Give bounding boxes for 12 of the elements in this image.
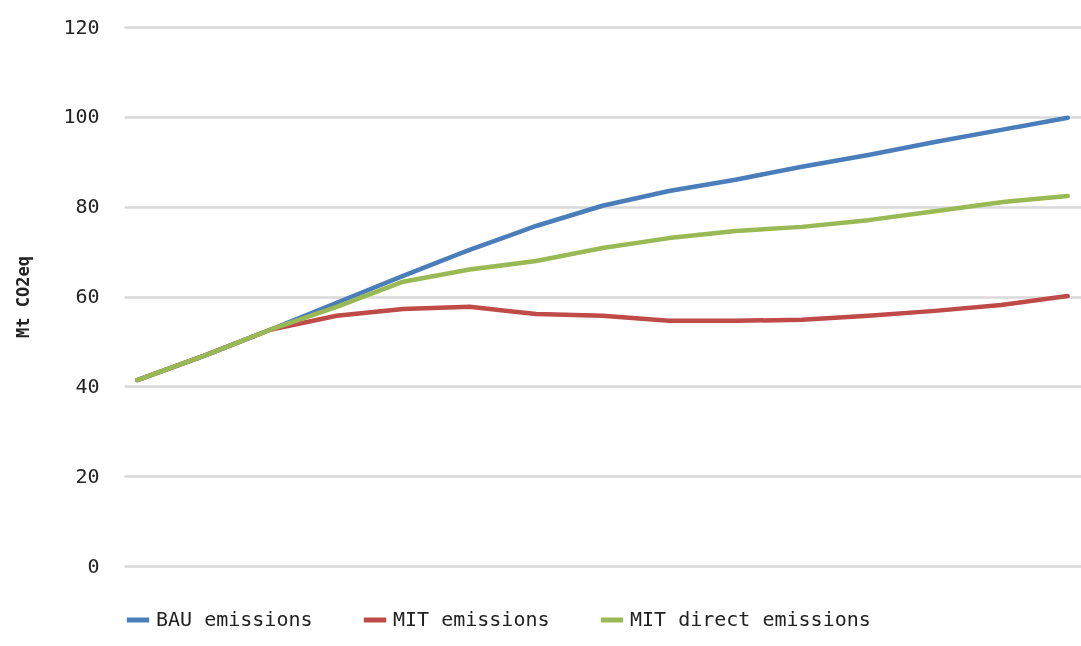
y-tick-label: 40 <box>75 373 100 398</box>
y-tick-label: 100 <box>63 104 100 129</box>
y-axis-title: Mt CO2eq <box>13 256 34 338</box>
y-tick-label: 60 <box>75 284 100 308</box>
y-tick-label: 20 <box>75 463 100 488</box>
legend-label: MIT direct emissions <box>630 607 871 631</box>
line-series <box>135 193 1070 383</box>
y-tick-label: 0 <box>87 553 100 578</box>
y-tick-label: 80 <box>75 194 100 219</box>
legend-label: BAU emissions <box>156 607 313 631</box>
legend-label: MIT emissions <box>393 607 550 631</box>
y-tick-label: 120 <box>63 14 100 39</box>
